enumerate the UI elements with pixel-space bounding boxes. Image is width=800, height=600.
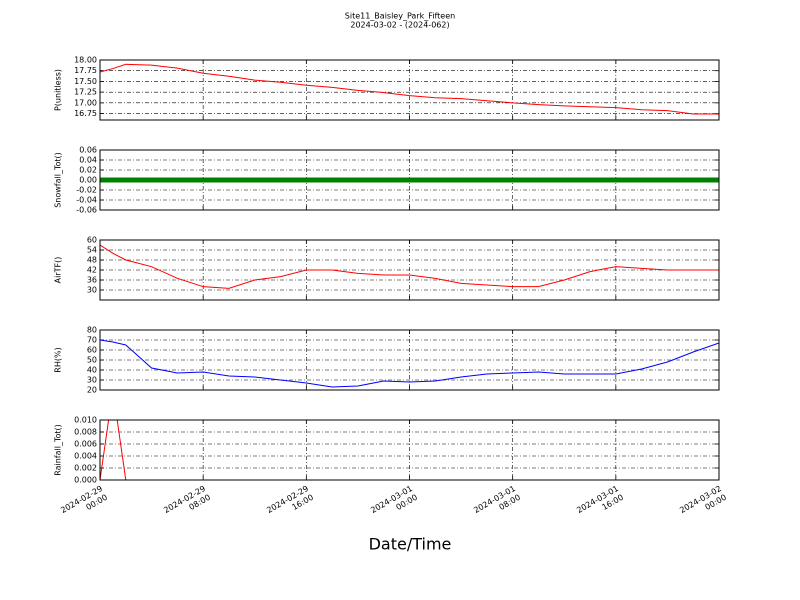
y-tick-label: 17.50 [74, 77, 97, 86]
y-tick-label: 0.04 [79, 156, 97, 165]
y-tick-label: 70 [87, 336, 97, 345]
data-line [100, 339, 719, 388]
y-tick-label: 80 [87, 326, 97, 335]
y-tick-label: 60 [87, 236, 97, 245]
y-tick-label: 0.002 [74, 464, 97, 473]
chart-title: Site11_Baisley_Park_Fifteen [345, 12, 455, 21]
y-tick-label: 0.004 [74, 452, 97, 461]
y-tick-label: 0.010 [74, 416, 97, 425]
y-tick-label: -0.06 [76, 206, 97, 215]
y-axis-label: Snowfall_Tot() [54, 152, 63, 208]
data-line [100, 63, 719, 115]
plot-frame [99, 239, 720, 301]
y-tick-label: 0.000 [74, 476, 97, 485]
y-tick-label: 30 [87, 286, 97, 295]
data-line [100, 244, 719, 289]
y-tick-label: 20 [87, 386, 97, 395]
y-tick-label: -0.02 [76, 186, 97, 195]
y-tick-label: 36 [87, 276, 97, 285]
y-tick-label: -0.04 [76, 196, 97, 205]
y-tick-label: 0.008 [74, 428, 97, 437]
y-tick-label: 17.00 [74, 98, 97, 107]
y-tick-label: 0.02 [79, 166, 97, 175]
y-tick-label: 16.75 [74, 109, 97, 118]
plot-frame [99, 59, 720, 121]
y-tick-label: 18.00 [74, 56, 97, 65]
y-tick-label: 50 [87, 356, 97, 365]
y-tick-label: 0.06 [79, 146, 97, 155]
y-tick-label: 17.25 [74, 88, 97, 97]
y-tick-label: 48 [87, 256, 97, 265]
plot-frame [99, 149, 720, 211]
y-tick-label: 17.75 [74, 66, 97, 75]
y-axis-label: P(unitless) [54, 69, 63, 111]
y-tick-label: 30 [87, 376, 97, 385]
y-tick-label: 54 [87, 246, 97, 255]
y-tick-label: 60 [87, 346, 97, 355]
y-axis-label: Rainfall_Tot() [54, 424, 63, 476]
y-tick-label: 0.006 [74, 440, 97, 449]
y-tick-label: 0.00 [79, 176, 97, 185]
y-tick-label: 40 [87, 366, 97, 375]
plot-frame [99, 329, 720, 391]
y-axis-label: RH(%) [54, 347, 63, 372]
y-axis-label: AirTF() [54, 257, 63, 284]
chart-subtitle: 2024-03-02 - (2024-062) [350, 21, 449, 30]
x-axis-label: Date/Time [369, 535, 452, 554]
plot-frame [99, 419, 720, 481]
y-tick-label: 42 [87, 266, 97, 275]
